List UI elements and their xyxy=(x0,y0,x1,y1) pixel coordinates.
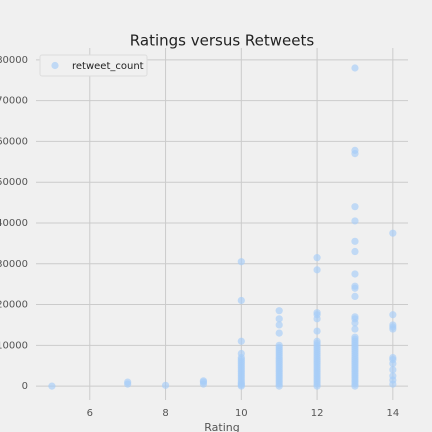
point xyxy=(275,341,283,349)
x-tick-label: 8 xyxy=(162,408,168,419)
legend-box xyxy=(39,54,148,77)
point xyxy=(237,349,245,358)
point xyxy=(389,353,397,362)
x-tick-label: 6 xyxy=(87,408,93,419)
legend-marker xyxy=(51,61,59,70)
y-tick-label: 70000 xyxy=(0,96,28,107)
y-tick-label: 50000 xyxy=(0,177,28,188)
x-tick-label: 10 xyxy=(235,408,248,419)
point xyxy=(351,237,359,245)
y-tick-label: 20000 xyxy=(0,300,28,311)
y-tick-label: 10000 xyxy=(0,340,28,351)
legend-label: retweet_count xyxy=(72,61,144,72)
y-tick-label: 80000 xyxy=(0,55,28,66)
point xyxy=(389,372,397,380)
x-tick-label: 14 xyxy=(386,408,399,419)
point xyxy=(351,292,359,300)
point xyxy=(275,315,283,323)
x-tick-label: 12 xyxy=(311,408,324,419)
point xyxy=(275,321,283,329)
point xyxy=(275,329,283,337)
point xyxy=(313,309,321,317)
point xyxy=(351,325,359,333)
point xyxy=(351,313,359,321)
point xyxy=(237,258,245,266)
point xyxy=(351,333,359,341)
point xyxy=(351,247,359,256)
point xyxy=(351,270,359,278)
point xyxy=(237,296,245,305)
y-tick-label: 0 xyxy=(22,381,28,392)
point xyxy=(351,282,359,290)
point xyxy=(313,266,321,274)
point xyxy=(389,311,397,319)
point xyxy=(161,381,170,389)
point xyxy=(389,229,397,237)
point xyxy=(275,307,283,315)
point xyxy=(313,327,321,335)
point xyxy=(351,217,359,225)
point xyxy=(351,64,359,72)
point xyxy=(351,146,359,154)
point xyxy=(124,378,132,386)
chart-title: Ratings versus Retweets xyxy=(130,32,315,50)
point xyxy=(313,337,321,345)
point xyxy=(389,366,397,374)
point xyxy=(313,254,321,262)
x-axis-label: Rating xyxy=(204,421,239,432)
y-tick-label: 60000 xyxy=(0,136,28,147)
point xyxy=(351,203,359,211)
point xyxy=(199,377,208,385)
y-tick-label: 30000 xyxy=(0,259,28,270)
point xyxy=(237,337,245,345)
point xyxy=(389,321,397,329)
point xyxy=(48,382,56,390)
